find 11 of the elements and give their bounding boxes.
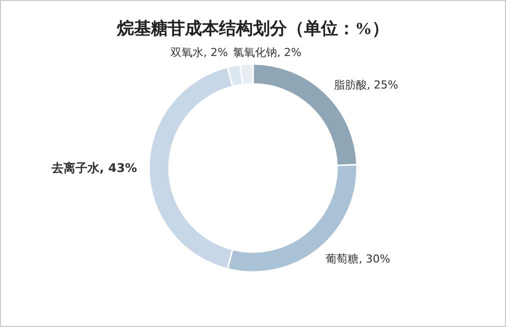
slice-label: 氯氧化钠 (233, 46, 277, 59)
slice-label: 葡萄糖 (326, 252, 359, 266)
data-label: , 30% (358, 252, 390, 266)
data-label: , 25% (366, 78, 398, 92)
slice-label: 双氧水 (170, 46, 204, 59)
data-label: , 2% (277, 46, 302, 59)
slice-label: 去离子水 (50, 161, 101, 175)
data-label: , 43% (100, 161, 137, 175)
data-label: , 2% (204, 46, 228, 59)
slice-label: 脂肪酸 (334, 78, 367, 92)
chart-title: 烷基糖苷成本结构划分（单位：%） (116, 19, 389, 38)
